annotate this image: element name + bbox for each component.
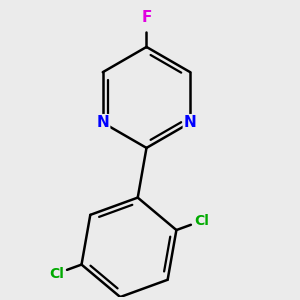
Text: Cl: Cl <box>194 214 209 228</box>
Text: F: F <box>141 10 152 25</box>
Text: N: N <box>184 115 197 130</box>
Text: N: N <box>96 115 109 130</box>
Text: Cl: Cl <box>49 267 64 281</box>
